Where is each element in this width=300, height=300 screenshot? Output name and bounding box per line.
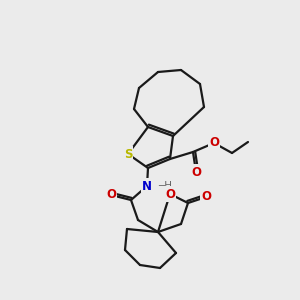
Text: S: S: [124, 148, 132, 160]
Text: O: O: [165, 188, 175, 200]
Text: O: O: [191, 166, 201, 178]
Text: O: O: [201, 190, 211, 203]
Text: O: O: [106, 188, 116, 202]
Text: O: O: [209, 136, 219, 149]
Text: N: N: [142, 179, 152, 193]
Text: ─H: ─H: [158, 181, 172, 191]
